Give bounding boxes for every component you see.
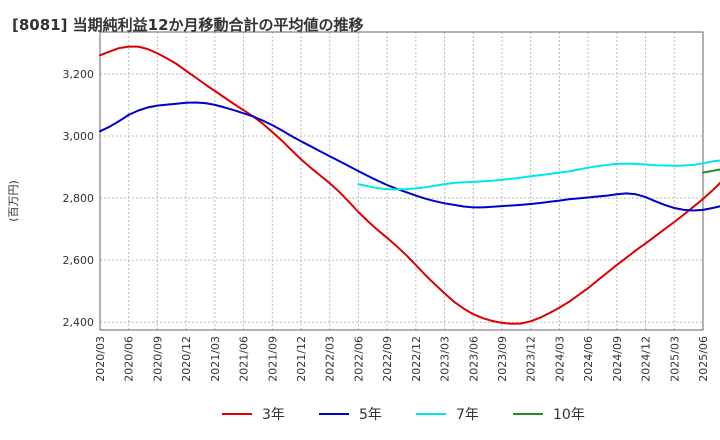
y-axis-ticks: 2,400 2,600 2,800 3,000 3,200 [63, 68, 95, 329]
x-tick-label: 2022/06 [352, 336, 365, 382]
chart-title: [8081] 当期純利益12か月移動合計の平均値の推移 [12, 16, 364, 34]
legend-label: 3年 [262, 407, 285, 423]
legend-label: 10年 [553, 407, 585, 423]
x-tick-label: 2022/09 [381, 336, 394, 382]
series-layer [99, 45, 720, 325]
x-tick-label: 2024/12 [640, 336, 653, 382]
x-axis-ticks: 2020/03 2020/06 2020/09 2020/12 2021/03 2021/… [94, 336, 710, 382]
x-tick-label: 2025/06 [697, 336, 710, 382]
x-tick-label: 2023/03 [439, 336, 452, 382]
x-tick-label: 2025/03 [668, 336, 681, 382]
series-line-10年 [702, 168, 720, 174]
x-tick-label: 2023/12 [525, 336, 538, 382]
x-tick-label: 2021/09 [266, 336, 279, 382]
x-tick-label: 2021/03 [209, 336, 222, 382]
series-line-7年 [357, 159, 720, 191]
y-axis-label: (百万円) [7, 180, 20, 222]
series-line-5年 [99, 101, 720, 212]
x-tick-label: 2022/12 [410, 336, 423, 382]
y-tick-label: 2,400 [63, 316, 95, 329]
x-tick-label: 2020/09 [151, 336, 164, 382]
x-tick-label: 2023/09 [496, 336, 509, 382]
legend-label: 7年 [456, 407, 479, 423]
legend: 3年 5年 7年 10年 [222, 407, 585, 423]
y-tick-label: 3,200 [63, 68, 95, 81]
x-tick-label: 2022/03 [324, 336, 337, 382]
x-tick-label: 2020/12 [180, 336, 193, 382]
x-tick-label: 2020/03 [94, 336, 107, 382]
series-line-3年 [99, 45, 720, 325]
x-tick-label: 2020/06 [123, 336, 136, 382]
y-tick-label: 2,600 [63, 254, 95, 267]
x-tick-label: 2023/06 [467, 336, 480, 382]
y-tick-label: 3,000 [63, 130, 95, 143]
grid-lines [99, 32, 704, 330]
plot-area-frame [99, 31, 704, 331]
x-tick-label: 2024/09 [611, 336, 624, 382]
x-tick-label: 2024/06 [582, 336, 595, 382]
legend-label: 5年 [359, 407, 382, 423]
y-tick-label: 2,800 [63, 192, 95, 205]
x-tick-label: 2021/06 [238, 336, 251, 382]
x-tick-label: 2024/03 [553, 336, 566, 382]
x-tick-label: 2021/12 [295, 336, 308, 382]
